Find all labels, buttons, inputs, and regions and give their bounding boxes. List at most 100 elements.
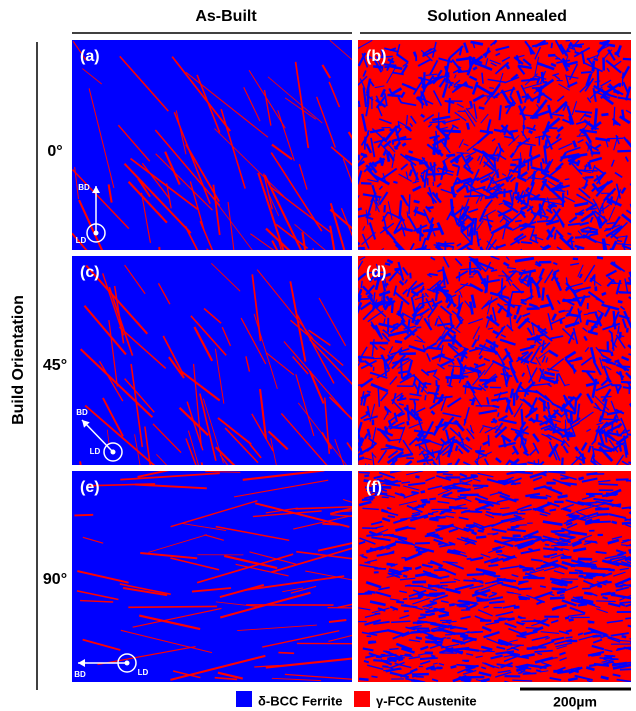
ferrite-lath <box>496 480 504 483</box>
ferrite-lath <box>363 433 369 440</box>
ferrite-lath <box>419 224 422 242</box>
ferrite-lath <box>379 492 396 499</box>
ferrite-lath <box>619 602 626 607</box>
ferrite-lath <box>400 101 417 107</box>
row-label: 0° <box>47 143 62 160</box>
ferrite-lath <box>427 206 434 210</box>
ferrite-lath <box>528 145 533 157</box>
ferrite-lath <box>399 590 408 594</box>
ferrite-lath <box>401 481 411 484</box>
ferrite-lath <box>363 359 373 368</box>
ferrite-lath <box>480 553 491 559</box>
ferrite-lath <box>544 117 561 132</box>
ferrite-lath <box>571 532 580 535</box>
ferrite-lath <box>460 230 473 244</box>
ferrite-lath <box>377 387 381 407</box>
ferrite-lath <box>570 43 583 48</box>
ferrite-lath <box>437 585 443 589</box>
ferrite-lath <box>517 65 526 75</box>
ferrite-lath <box>361 555 368 559</box>
ferrite-lath <box>577 559 595 569</box>
ferrite-lath <box>501 583 519 590</box>
ferrite-lath <box>476 261 495 271</box>
ferrite-lath <box>564 350 577 360</box>
ferrite-lath <box>612 414 618 421</box>
ferrite-lath <box>419 174 426 183</box>
ferrite-lath <box>365 93 374 101</box>
ferrite-lath <box>369 403 376 422</box>
ferrite-lath <box>430 410 436 416</box>
ferrite-lath <box>454 583 474 591</box>
ferrite-lath <box>489 59 502 65</box>
ferrite-lath <box>432 232 436 237</box>
ferrite-lath <box>378 118 392 125</box>
ferrite-lath <box>515 305 521 315</box>
ferrite-lath <box>510 458 520 465</box>
ferrite-lath <box>398 500 418 506</box>
ferrite-lath <box>483 557 499 564</box>
ferrite-lath <box>430 516 446 520</box>
ferrite-lath <box>454 257 463 267</box>
ferrite-lath <box>393 285 398 296</box>
ferrite-lath <box>456 301 464 310</box>
ferrite-lath <box>517 317 530 330</box>
ferrite-lath <box>470 168 480 188</box>
ferrite-lath <box>591 445 596 458</box>
ferrite-lath <box>552 73 560 77</box>
ferrite-lath <box>578 120 591 136</box>
ferrite-lath <box>588 621 593 624</box>
ferrite-lath <box>359 301 372 311</box>
ferrite-lath <box>376 551 395 557</box>
ferrite-lath <box>578 534 593 541</box>
ferrite-lath <box>394 244 403 250</box>
ferrite-lath <box>464 194 484 198</box>
ferrite-lath <box>558 630 570 635</box>
row-label: 90° <box>43 571 67 588</box>
ferrite-lath <box>389 348 410 356</box>
ferrite-lath <box>471 188 488 198</box>
ferrite-lath <box>490 62 497 67</box>
ferrite-lath <box>541 129 550 135</box>
ferrite-lath <box>628 584 631 588</box>
ferrite-lath <box>369 267 381 283</box>
ferrite-lath <box>464 184 470 194</box>
austenite-vein <box>219 591 311 619</box>
ferrite-lath <box>420 498 428 502</box>
ferrite-lath <box>562 445 569 454</box>
ferrite-lath <box>391 354 407 370</box>
ferrite-lath <box>361 233 370 249</box>
ferrite-lath <box>360 152 367 158</box>
ferrite-lath <box>457 69 469 74</box>
ferrite-lath <box>593 210 606 220</box>
ferrite-lath <box>410 115 417 124</box>
ferrite-lath <box>547 313 553 331</box>
ferrite-lath <box>587 650 605 657</box>
ferrite-lath <box>609 196 614 204</box>
ferrite-lath <box>612 593 631 600</box>
ferrite-lath <box>519 163 526 169</box>
ferrite-lath <box>580 512 599 520</box>
ferrite-lath <box>538 460 545 465</box>
ferrite-lath <box>427 273 433 278</box>
austenite-vein <box>259 388 268 440</box>
ferrite-lath <box>411 672 429 676</box>
ferrite-lath <box>522 114 534 117</box>
ferrite-lath <box>534 56 540 76</box>
ferrite-lath <box>445 326 457 335</box>
ferrite-lath <box>551 543 567 547</box>
micrograph <box>72 256 352 465</box>
ferrite-lath <box>618 82 622 88</box>
ferrite-lath <box>480 186 499 199</box>
austenite-vein <box>187 430 199 465</box>
ferrite-lath <box>574 235 591 239</box>
ferrite-lath <box>614 221 629 236</box>
ferrite-lath <box>562 507 572 513</box>
austenite-vein <box>123 163 192 234</box>
austenite-vein <box>137 471 170 478</box>
austenite-vein <box>120 629 213 654</box>
austenite-vein <box>122 587 168 597</box>
ferrite-lath <box>593 520 611 524</box>
ferrite-lath <box>387 419 393 429</box>
ferrite-lath <box>419 308 430 317</box>
ferrite-lath <box>587 330 599 336</box>
